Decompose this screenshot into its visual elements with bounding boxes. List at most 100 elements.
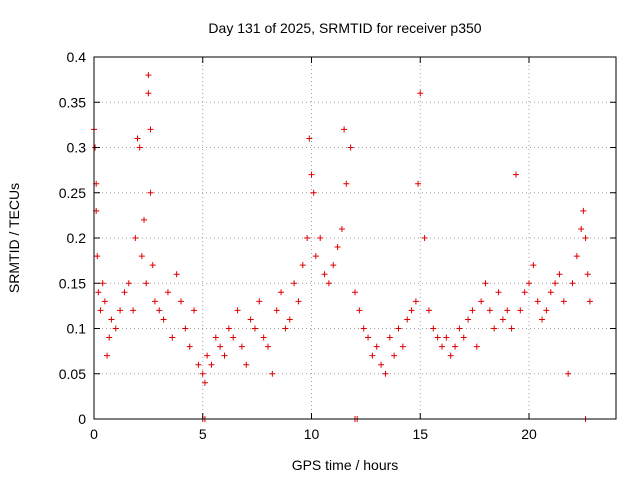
data-point	[149, 262, 156, 269]
data-point	[578, 225, 585, 232]
data-point	[204, 352, 211, 359]
y-axis-label: SRMTID / TECUs	[6, 183, 22, 293]
data-point	[469, 307, 476, 314]
data-point	[325, 280, 332, 287]
x-axis-label: GPS time / hours	[292, 457, 399, 473]
data-point	[145, 72, 152, 79]
data-point	[580, 207, 587, 214]
data-point	[365, 334, 372, 341]
data-point	[425, 307, 432, 314]
data-point	[251, 325, 258, 332]
data-point	[478, 298, 485, 305]
data-point	[317, 235, 324, 241]
data-point	[306, 135, 313, 142]
data-point	[286, 316, 293, 323]
data-point	[208, 361, 215, 368]
data-point	[338, 225, 345, 232]
data-point	[269, 370, 276, 377]
data-point	[136, 144, 143, 151]
data-point	[164, 289, 171, 296]
data-point	[399, 343, 406, 350]
data-point	[465, 316, 472, 323]
data-point	[108, 316, 115, 323]
data-point	[217, 343, 224, 350]
data-point	[434, 334, 441, 341]
data-point	[460, 334, 467, 341]
data-point	[430, 325, 437, 332]
data-point	[117, 307, 124, 314]
x-tick-label: 0	[90, 426, 98, 442]
data-point	[415, 180, 422, 187]
data-point	[334, 244, 341, 251]
data-point	[134, 135, 141, 142]
data-point	[225, 325, 232, 332]
data-point	[539, 316, 546, 323]
data-point	[499, 316, 506, 323]
y-tick-label: 0.25	[59, 185, 86, 201]
data-point	[199, 370, 206, 377]
data-point	[417, 90, 424, 97]
data-point	[278, 289, 285, 296]
data-point	[391, 352, 398, 359]
x-tick-label: 20	[521, 426, 537, 442]
y-tick-label: 0.4	[67, 49, 87, 65]
data-point	[130, 307, 137, 314]
data-point	[273, 307, 280, 314]
y-tick-label: 0	[78, 411, 86, 427]
data-point	[182, 325, 189, 332]
data-point	[569, 280, 576, 287]
data-point	[552, 280, 559, 287]
data-point	[343, 180, 350, 187]
data-point	[443, 334, 450, 341]
data-point	[517, 307, 524, 314]
data-point	[456, 325, 463, 332]
data-point	[586, 298, 593, 305]
data-point	[404, 316, 411, 323]
data-point	[373, 343, 380, 350]
data-point	[360, 325, 367, 332]
data-points	[91, 72, 593, 422]
data-point	[304, 235, 311, 241]
data-point	[486, 307, 493, 314]
chart-title: Day 131 of 2025, SRMTID for receiver p35…	[208, 20, 481, 36]
y-tick-label: 0.1	[67, 321, 87, 337]
data-point	[582, 235, 589, 241]
data-point	[256, 298, 263, 305]
y-tick-label: 0.05	[59, 366, 86, 382]
data-point	[330, 262, 337, 269]
data-point	[178, 298, 184, 305]
data-point	[295, 298, 302, 305]
data-point	[147, 126, 154, 133]
data-point	[369, 352, 376, 359]
data-point	[534, 298, 541, 305]
data-point	[125, 280, 132, 287]
data-point	[101, 298, 108, 305]
data-point	[265, 343, 271, 350]
data-point	[299, 262, 306, 269]
data-point	[230, 334, 237, 341]
data-point	[447, 352, 454, 359]
data-point	[356, 307, 363, 314]
data-point	[191, 307, 198, 314]
data-point	[260, 334, 267, 341]
data-point	[473, 343, 480, 350]
data-point	[512, 171, 519, 178]
data-point	[212, 334, 219, 341]
data-point	[95, 289, 102, 296]
data-point	[547, 289, 554, 296]
data-point	[386, 334, 393, 341]
data-point	[560, 298, 567, 305]
data-point	[491, 325, 498, 332]
y-tick-label: 0.2	[67, 230, 87, 246]
data-point	[556, 271, 563, 278]
data-point	[408, 307, 415, 314]
data-point	[310, 189, 317, 196]
data-point	[291, 280, 298, 287]
data-point	[234, 307, 241, 314]
x-tick-label: 5	[199, 426, 207, 442]
data-point	[395, 325, 402, 332]
x-tick-label: 10	[304, 426, 320, 442]
data-point	[141, 216, 148, 223]
y-tick-label: 0.35	[59, 94, 86, 110]
